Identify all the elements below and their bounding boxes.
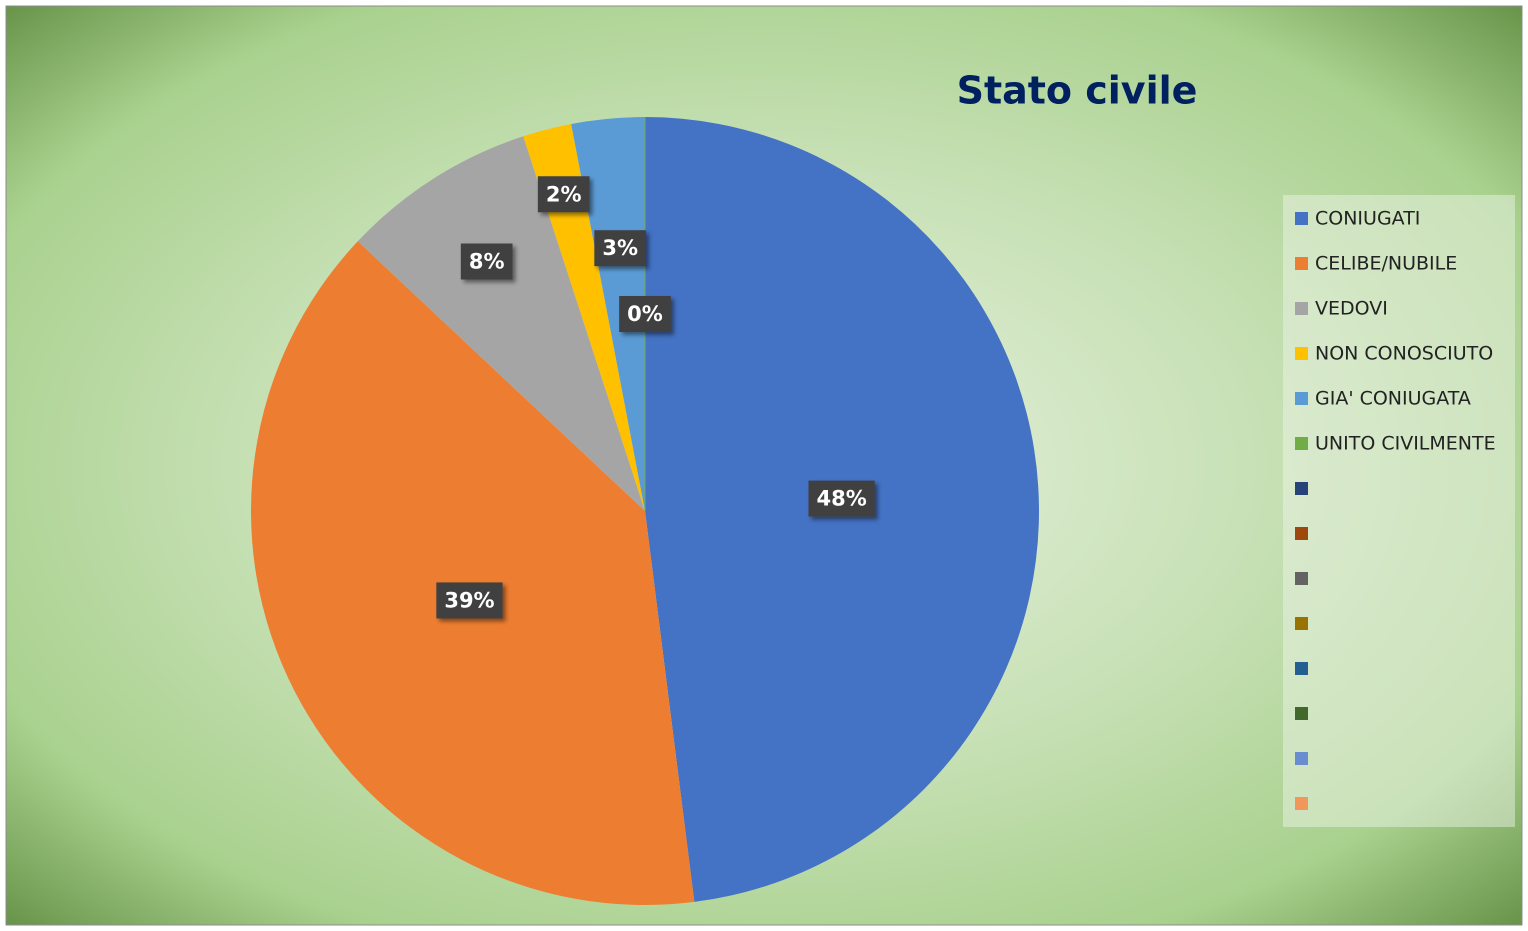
- data-label-text: 48%: [816, 487, 866, 511]
- chart-title: Stato civile: [957, 69, 1198, 113]
- legend: [1283, 195, 1515, 827]
- legend-label: CONIUGATI: [1315, 208, 1420, 230]
- legend-label: UNITO CIVILMENTE: [1315, 433, 1496, 455]
- legend-swatch: [1295, 572, 1308, 585]
- data-label: 8%: [460, 243, 513, 280]
- pie-slice: [523, 123, 645, 511]
- legend-label: CELIBE/NUBILE: [1315, 253, 1457, 275]
- legend-swatch: [1295, 527, 1308, 540]
- legend-label: GIA' CONIUGATA: [1315, 388, 1471, 410]
- data-label-box: [594, 230, 646, 267]
- data-label-box: [460, 243, 513, 280]
- data-label: 48%: [808, 480, 875, 517]
- pie-slice: [571, 117, 645, 511]
- data-label: 2%: [537, 176, 590, 213]
- data-label-text: 39%: [444, 588, 494, 612]
- legend-label: VEDOVI: [1315, 298, 1388, 320]
- legend-swatch: [1295, 392, 1308, 405]
- legend-swatch: [1295, 302, 1308, 315]
- data-label-box: [537, 176, 590, 213]
- pie-slice: [357, 136, 645, 511]
- legend-swatch: [1295, 797, 1308, 810]
- data-label-box: [436, 582, 503, 619]
- legend-swatch: [1295, 347, 1308, 360]
- data-label: 0%: [619, 296, 671, 332]
- data-label-text: 0%: [627, 302, 663, 326]
- legend-swatch: [1295, 437, 1308, 450]
- data-label-text: 8%: [469, 250, 505, 274]
- pie-slice: [250, 241, 695, 905]
- legend-swatch: [1295, 257, 1308, 270]
- data-label: 3%: [594, 230, 646, 267]
- legend-label: NON CONOSCIUTO: [1315, 343, 1493, 365]
- legend-swatch: [1295, 707, 1308, 720]
- data-label: 39%: [436, 582, 503, 619]
- data-label-box: [808, 480, 875, 517]
- legend-swatch: [1295, 482, 1308, 495]
- data-label-box: [619, 296, 671, 332]
- data-label-text: 3%: [602, 236, 638, 260]
- legend-swatch: [1295, 662, 1308, 675]
- legend-swatch: [1295, 212, 1308, 225]
- legend-swatch: [1295, 617, 1308, 630]
- legend-swatch: [1295, 752, 1308, 765]
- data-label-text: 2%: [546, 182, 582, 206]
